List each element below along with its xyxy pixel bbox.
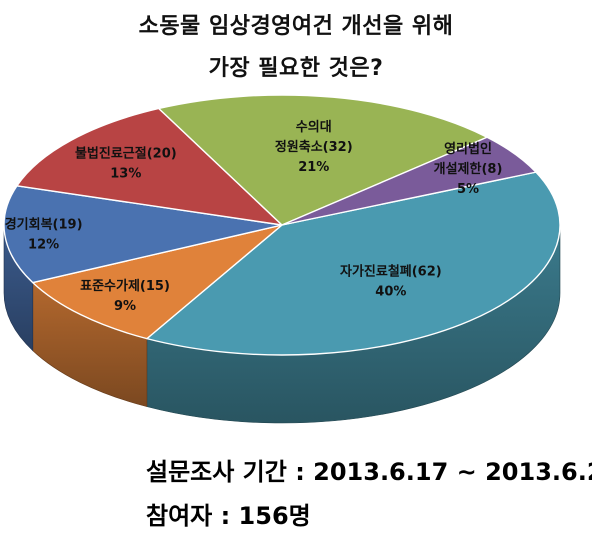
pie-slice-1: [32, 224, 283, 340]
slice-name-label: 정원축소(32): [275, 139, 353, 155]
chart-title-line-1: 소동물 임상경영여건 개선을 위해: [138, 14, 454, 39]
pie-slice-4: [158, 94, 488, 226]
pie-slice-5: [281, 136, 537, 226]
chart-title-line-2: 가장 필요한 것은?: [208, 56, 384, 81]
slice-name-label: 자가진료철폐(62): [340, 264, 442, 280]
slice-name-label: 영리법인: [444, 141, 492, 157]
slice-percent-label: 13%: [110, 166, 141, 181]
pie-slice-3: [16, 107, 283, 226]
pie-slice-0: [146, 171, 561, 356]
slice-percent-label: 9%: [114, 299, 136, 314]
slice-name-label: 경기회복(19): [5, 217, 83, 233]
slice-name-label: 불법진료근절(20): [75, 145, 177, 161]
survey-period-text: 설문조사 기간 : 2013.6.17 ~ 2013.6.23: [146, 458, 592, 486]
slice-percent-label: 12%: [28, 238, 59, 253]
slice-name-label: 수의대: [296, 119, 332, 135]
slice-name-label: 표준수가제(15): [80, 279, 170, 294]
slice-percent-label: 21%: [298, 160, 329, 175]
participants-text: 참여자 : 156명: [146, 502, 311, 530]
slice-name-label: 개설제한(8): [434, 161, 503, 177]
slice-percent-label: 5%: [457, 182, 479, 197]
slice-percent-label: 40%: [375, 285, 406, 300]
pie-slice-2: [3, 185, 283, 284]
